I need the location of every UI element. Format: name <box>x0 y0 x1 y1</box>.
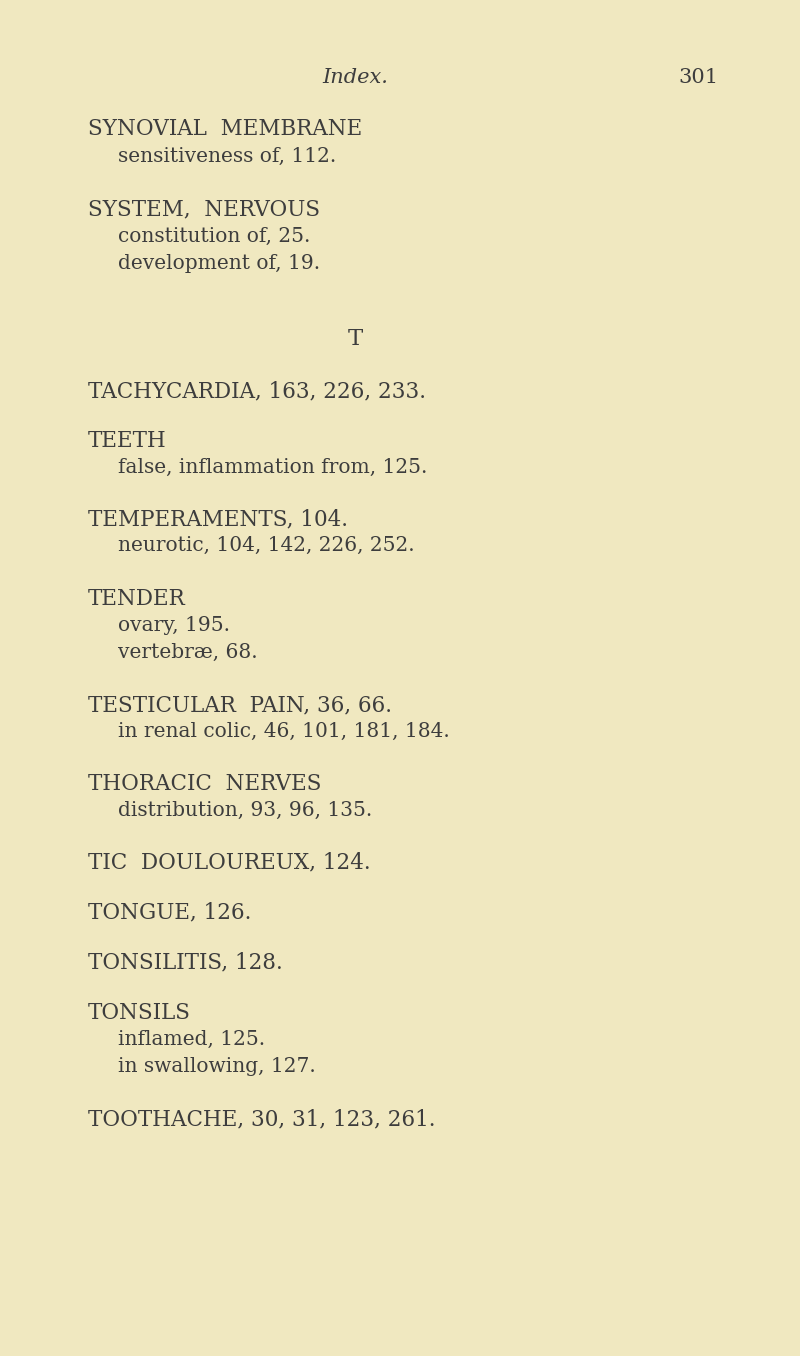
Text: false, inflammation from, 125.: false, inflammation from, 125. <box>118 458 427 477</box>
Text: 301: 301 <box>678 68 718 87</box>
Text: constitution of, 25.: constitution of, 25. <box>118 226 310 245</box>
Text: TOOTHACHE, 30, 31, 123, 261.: TOOTHACHE, 30, 31, 123, 261. <box>88 1108 435 1130</box>
Text: THORACIC  NERVES: THORACIC NERVES <box>88 773 322 795</box>
Text: TEMPERAMENTS, 104.: TEMPERAMENTS, 104. <box>88 508 348 530</box>
Text: TESTICULAR  PAIN, 36, 66.: TESTICULAR PAIN, 36, 66. <box>88 694 392 716</box>
Text: ovary, 195.: ovary, 195. <box>118 616 230 635</box>
Text: TENDER: TENDER <box>88 589 186 610</box>
Text: in swallowing, 127.: in swallowing, 127. <box>118 1056 316 1077</box>
Text: in renal colic, 46, 101, 181, 184.: in renal colic, 46, 101, 181, 184. <box>118 721 450 740</box>
Text: Index.: Index. <box>322 68 388 87</box>
Text: SYSTEM,  NERVOUS: SYSTEM, NERVOUS <box>88 198 320 220</box>
Text: T: T <box>347 328 362 350</box>
Text: distribution, 93, 96, 135.: distribution, 93, 96, 135. <box>118 801 372 820</box>
Text: inflamed, 125.: inflamed, 125. <box>118 1031 265 1050</box>
Text: sensitiveness of, 112.: sensitiveness of, 112. <box>118 146 336 165</box>
Text: vertebræ, 68.: vertebræ, 68. <box>118 643 258 662</box>
Text: TONGUE, 126.: TONGUE, 126. <box>88 900 251 923</box>
Text: neurotic, 104, 142, 226, 252.: neurotic, 104, 142, 226, 252. <box>118 536 414 555</box>
Text: development of, 19.: development of, 19. <box>118 254 320 273</box>
Text: TACHYCARDIA, 163, 226, 233.: TACHYCARDIA, 163, 226, 233. <box>88 380 426 401</box>
Text: TONSILS: TONSILS <box>88 1002 191 1024</box>
Text: TIC  DOULOUREUX, 124.: TIC DOULOUREUX, 124. <box>88 852 370 873</box>
Text: TONSILITIS, 128.: TONSILITIS, 128. <box>88 951 282 974</box>
Text: TEETH: TEETH <box>88 430 166 452</box>
Text: SYNOVIAL  MEMBRANE: SYNOVIAL MEMBRANE <box>88 118 362 140</box>
